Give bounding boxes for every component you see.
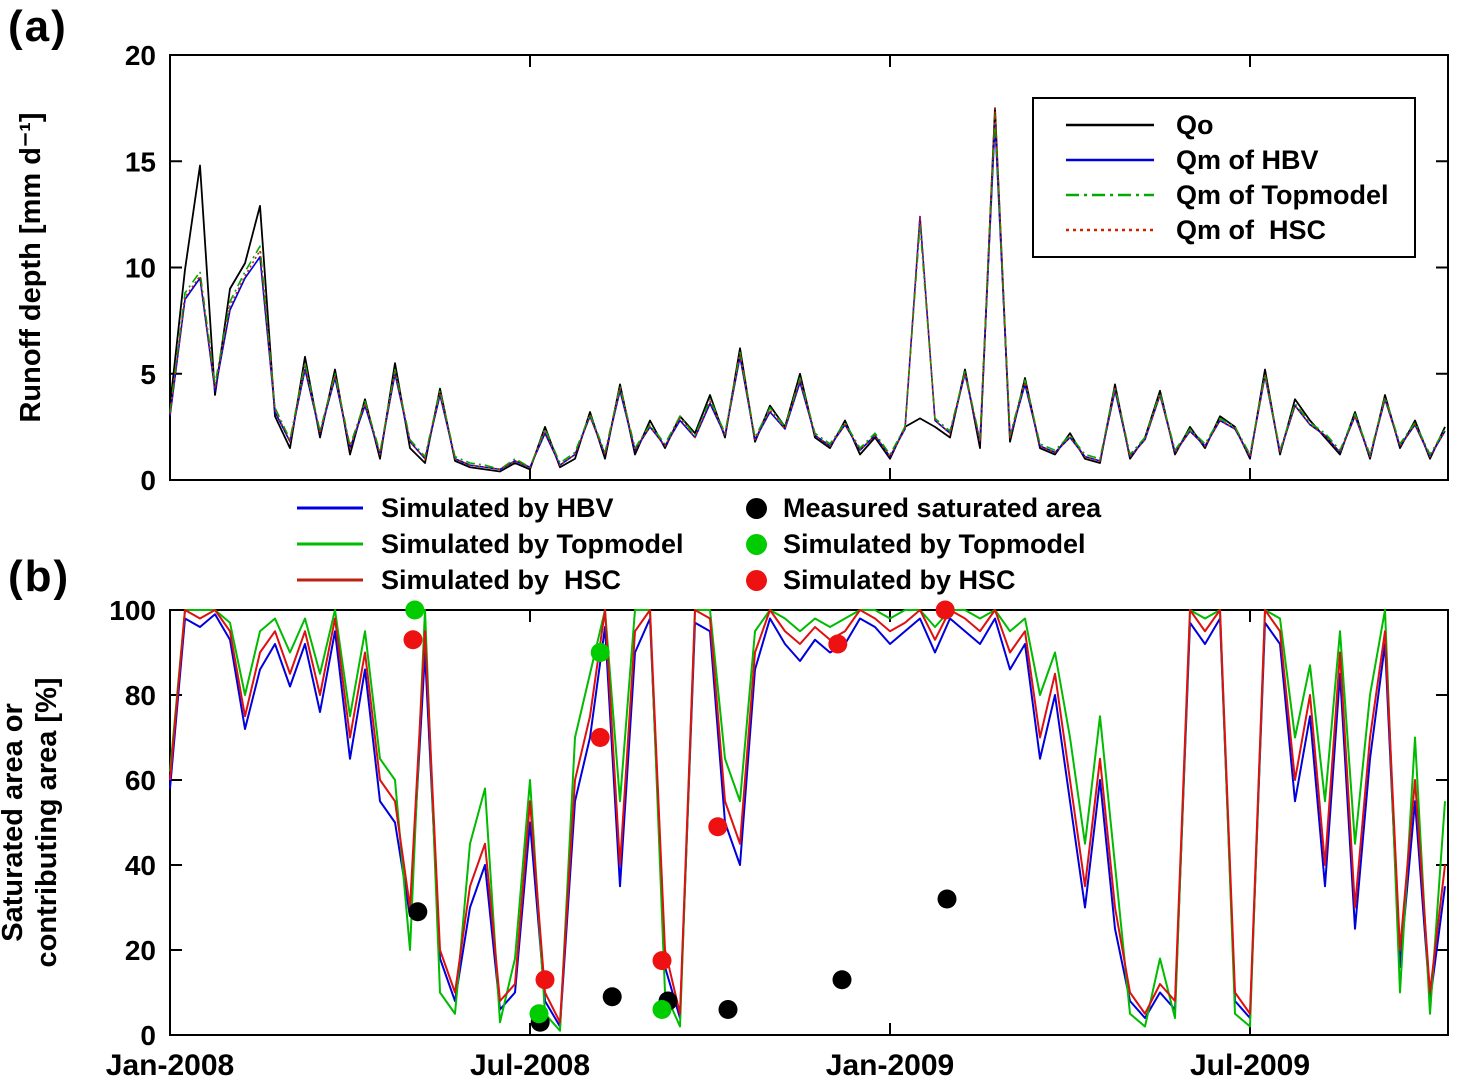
svg-text:contributing area [%]: contributing area [%] <box>31 677 63 967</box>
legend-entry-label: Qo <box>1176 109 1214 140</box>
svg-text:20: 20 <box>125 40 156 71</box>
svg-text:Jan-2009: Jan-2009 <box>826 1049 954 1082</box>
svg-text:0: 0 <box>140 1020 156 1051</box>
legend-dot-label: Measured saturated area <box>783 492 1102 523</box>
svg-text:Runoff depth [mm d⁻¹]: Runoff depth [mm d⁻¹] <box>15 112 47 422</box>
legend-line-hsc: Simulated by HSC <box>295 564 684 596</box>
hsc-line-sample <box>297 578 363 582</box>
legend-panel-a: Qo Qm of HBV Qm of Topmodel Qm of HSC <box>1032 97 1416 258</box>
svg-text:40: 40 <box>125 850 156 881</box>
svg-text:5: 5 <box>140 359 156 390</box>
legend-dot-label: Simulated by HSC <box>783 564 1016 595</box>
svg-text:80: 80 <box>125 680 156 711</box>
svg-text:Jul-2009: Jul-2009 <box>1190 1049 1310 1082</box>
legend-line-label: Simulated by Topmodel <box>381 528 684 559</box>
panel-a-label: (a) <box>8 2 68 51</box>
legend-entry-label: Qm of HBV <box>1176 144 1319 175</box>
legend-dot-hsc: Simulated by HSC <box>742 564 1101 596</box>
legend-line-label: Simulated by HSC <box>381 564 622 595</box>
topmodel-line-sample <box>297 542 363 546</box>
legend-middle: Simulated by HBV Simulated by Topmodel S… <box>0 492 1461 598</box>
svg-text:Saturated area or: Saturated area or <box>0 703 29 942</box>
legend-entry-label: Qm of Topmodel <box>1176 179 1389 210</box>
legend-dot-label: Simulated by Topmodel <box>783 528 1086 559</box>
svg-text:10: 10 <box>125 253 156 284</box>
black-dot-icon <box>746 497 767 519</box>
legend-line-topmodel: Simulated by Topmodel <box>295 528 684 560</box>
legend-entry-hsc: Qm of HSC <box>1034 214 1414 246</box>
legend-line-label: Simulated by HBV <box>381 492 614 523</box>
legend-dot-topmodel: Simulated by Topmodel <box>742 528 1101 560</box>
legend-entry-topmodel: Qm of Topmodel <box>1034 179 1414 211</box>
topmodel-line-sample <box>1066 193 1154 197</box>
svg-text:20: 20 <box>125 935 156 966</box>
hbv-line-sample <box>297 506 363 510</box>
svg-text:15: 15 <box>125 146 156 177</box>
qo-line-sample <box>1066 123 1154 127</box>
green-dot-icon <box>746 533 767 555</box>
red-dot-icon <box>746 569 767 591</box>
svg-text:Jan-2008: Jan-2008 <box>106 1049 234 1082</box>
legend-entry-label: Qm of HSC <box>1176 214 1327 245</box>
legend-entry-qo: Qo <box>1034 109 1414 141</box>
panel-b-label: (b) <box>8 552 71 601</box>
legend-middle-lines: Simulated by HBV Simulated by Topmodel S… <box>295 492 684 596</box>
hbv-line-sample <box>1066 158 1154 162</box>
svg-text:60: 60 <box>125 765 156 796</box>
legend-dot-measured: Measured saturated area <box>742 492 1101 524</box>
hsc-line-sample <box>1066 228 1154 232</box>
svg-text:0: 0 <box>140 465 156 496</box>
legend-line-hbv: Simulated by HBV <box>295 492 684 524</box>
legend-middle-points: Measured saturated area Simulated by Top… <box>742 492 1101 596</box>
svg-text:Jul-2008: Jul-2008 <box>470 1049 590 1082</box>
legend-entry-hbv: Qm of HBV <box>1034 144 1414 176</box>
svg-text:100: 100 <box>109 595 156 626</box>
